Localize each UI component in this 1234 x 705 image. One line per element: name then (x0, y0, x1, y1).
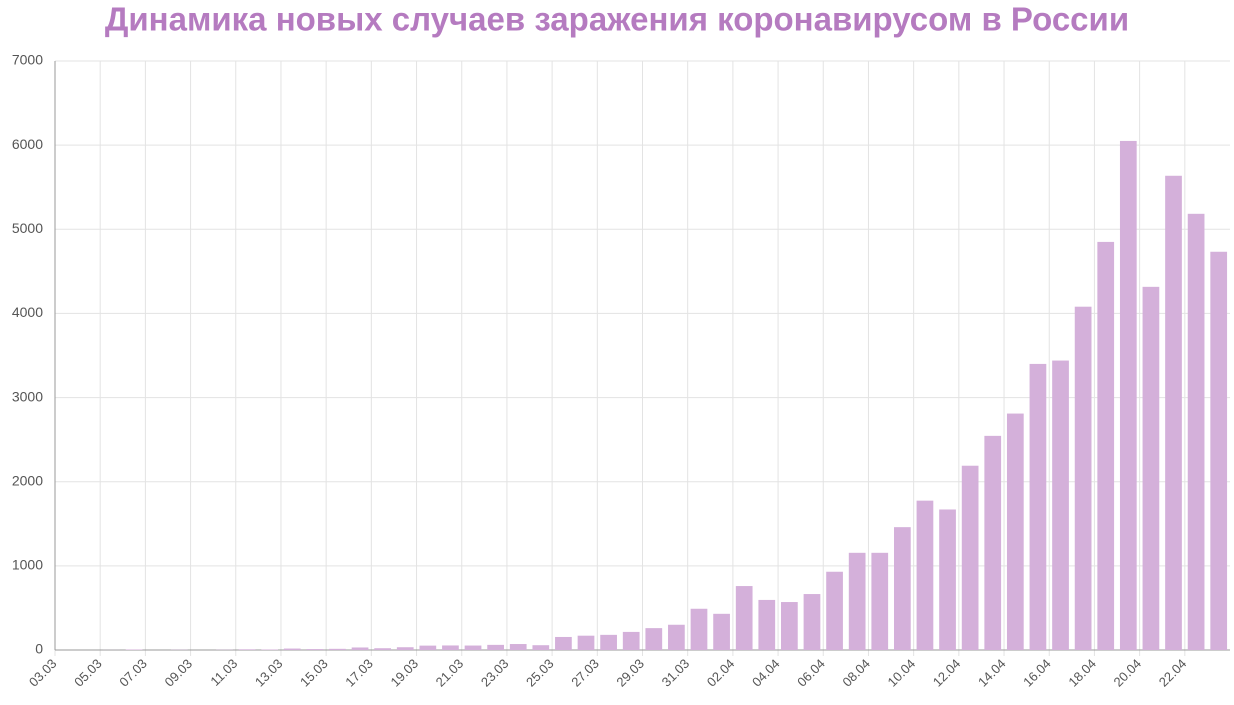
y-tick-label: 1000 (12, 557, 43, 573)
x-tick-label: 25.03 (523, 656, 557, 690)
bar (352, 647, 369, 650)
bar (465, 646, 482, 650)
y-tick-label: 3000 (12, 388, 43, 404)
y-tick-label: 0 (35, 641, 43, 657)
bar (329, 649, 346, 650)
x-tick-label: 02.04 (704, 656, 738, 690)
bar (668, 625, 685, 650)
bar (510, 644, 527, 650)
bar (736, 586, 753, 650)
bar (555, 637, 572, 650)
bar (1188, 214, 1205, 650)
bar (713, 614, 730, 650)
bar (894, 527, 911, 650)
bar (804, 594, 821, 650)
bar (917, 501, 934, 650)
bar (397, 647, 414, 650)
bar (578, 636, 595, 650)
x-tick-label: 06.04 (794, 656, 828, 690)
x-tick-label: 23.03 (478, 656, 512, 690)
x-tick-label: 05.03 (71, 656, 105, 690)
x-tick-label: 04.04 (749, 656, 783, 690)
x-tick-label: 27.03 (568, 656, 602, 690)
bar (758, 600, 775, 650)
bar (600, 635, 617, 650)
bar (781, 602, 798, 650)
x-tick-label: 18.04 (1065, 656, 1099, 690)
bar (239, 649, 256, 650)
bar (939, 509, 956, 650)
bar (1075, 307, 1092, 650)
bar (962, 466, 979, 650)
bar (1165, 176, 1182, 650)
y-tick-label: 6000 (12, 136, 43, 152)
bar (532, 645, 549, 650)
bar (1030, 364, 1047, 650)
x-tick-label: 12.04 (930, 656, 964, 690)
bar (1143, 287, 1160, 650)
x-tick-label: 17.03 (342, 656, 376, 690)
bar (1210, 252, 1227, 650)
bar (1120, 141, 1137, 650)
bar (691, 609, 708, 650)
bar (442, 645, 459, 650)
bar (645, 628, 662, 650)
y-tick-label: 5000 (12, 220, 43, 236)
bar (826, 572, 843, 650)
x-tick-label: 19.03 (387, 656, 421, 690)
chart-title: Динамика новых случаев заражения коронав… (105, 1, 1129, 38)
bar (261, 649, 278, 650)
x-tick-label: 03.03 (26, 656, 60, 690)
bar (284, 649, 301, 650)
bar (306, 649, 323, 650)
x-tick-label: 13.03 (252, 656, 286, 690)
x-tick-label: 10.04 (885, 656, 919, 690)
x-tick-label: 22.04 (1156, 656, 1190, 690)
bar (374, 648, 391, 650)
x-tick-label: 07.03 (116, 656, 150, 690)
x-tick-label: 16.04 (1020, 656, 1054, 690)
bar (1052, 361, 1069, 650)
bar (419, 646, 436, 650)
y-tick-label: 4000 (12, 304, 43, 320)
bar (126, 649, 143, 650)
bar (623, 632, 640, 650)
x-tick-label: 20.04 (1111, 656, 1145, 690)
x-tick-label: 29.03 (613, 656, 647, 690)
x-tick-label: 14.04 (975, 656, 1009, 690)
x-tick-label: 31.03 (659, 656, 693, 690)
bar (1097, 242, 1114, 650)
y-tick-label: 2000 (12, 472, 43, 488)
y-tick-label: 7000 (12, 52, 43, 68)
bar (984, 436, 1001, 650)
x-tick-label: 08.04 (839, 656, 873, 690)
x-tick-label: 15.03 (297, 656, 331, 690)
bar (849, 553, 866, 650)
x-tick-label: 09.03 (162, 656, 196, 690)
x-tick-label: 21.03 (433, 656, 467, 690)
bar (871, 553, 888, 650)
bar (1007, 414, 1024, 650)
bar (487, 645, 504, 650)
x-tick-label: 11.03 (207, 656, 240, 689)
